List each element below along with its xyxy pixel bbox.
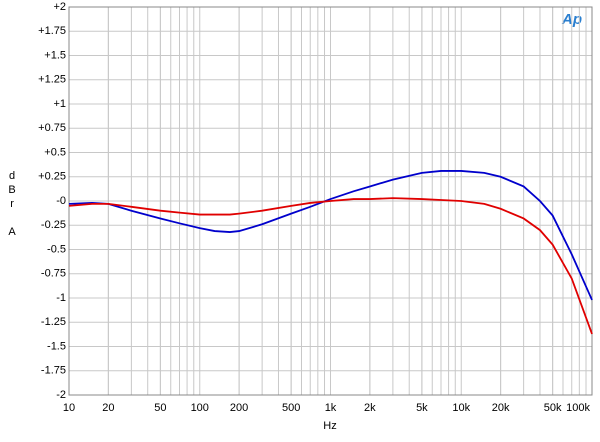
x-tick-label: 5k	[416, 402, 428, 414]
x-tick-label: 50k	[544, 402, 562, 414]
y-tick-label: +1.5	[44, 49, 66, 61]
y-tick-label: -0.25	[41, 219, 66, 231]
y-tick-label: -0	[56, 195, 66, 207]
x-tick-label: 100k	[566, 402, 590, 414]
x-tick-label: 50	[154, 402, 166, 414]
y-tick-label: -1	[56, 292, 66, 304]
x-tick-label: 2k	[364, 402, 376, 414]
x-tick-label: 20k	[492, 402, 510, 414]
y-tick-label: +1	[53, 98, 66, 110]
series-line	[68, 170, 593, 301]
y-tick-label: -1.25	[41, 316, 66, 328]
y-tick-label: -2	[56, 389, 66, 401]
x-tick-label: 10	[63, 402, 75, 414]
y-axis-label: dBr A	[6, 170, 18, 240]
y-tick-label: +0.75	[38, 122, 66, 134]
y-tick-label: -0.75	[41, 268, 66, 280]
y-tick-label: +1.25	[38, 74, 66, 86]
x-tick-label: 100	[191, 402, 209, 414]
x-tick-label: 1k	[325, 402, 337, 414]
y-tick-label: -0.5	[47, 243, 66, 255]
y-tick-label: -1.5	[47, 340, 66, 352]
plot-frame	[68, 6, 593, 396]
x-tick-label: 200	[230, 402, 248, 414]
series-line	[68, 197, 593, 335]
y-tick-label: +0.5	[44, 146, 66, 158]
x-tick-label: 10k	[452, 402, 470, 414]
y-tick-label: +2	[53, 1, 66, 13]
x-tick-label: 500	[282, 402, 300, 414]
x-axis-label: Hz	[323, 420, 336, 432]
x-tick-label: 20	[102, 402, 114, 414]
y-tick-label: +1.75	[38, 25, 66, 37]
y-tick-label: +0.25	[38, 171, 66, 183]
y-tick-label: -1.75	[41, 365, 66, 377]
